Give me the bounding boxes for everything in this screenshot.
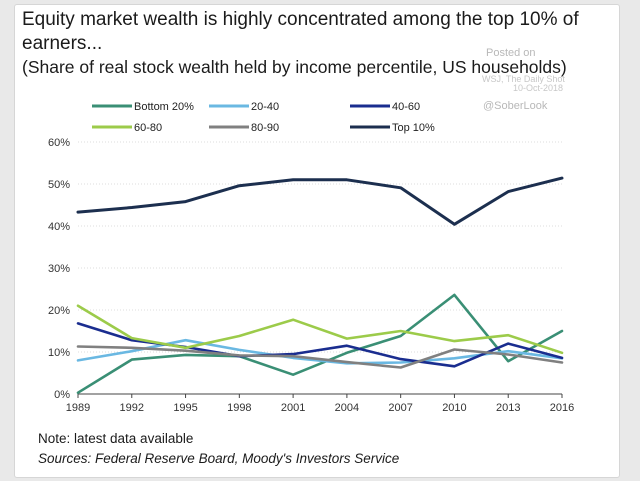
sources-note: Sources: Federal Reserve Board, Moody's … [38,451,400,466]
x-tick-label: 2013 [496,402,520,414]
footnote: Note: latest data available [38,431,194,446]
gridlines [78,141,562,353]
series-line [76,304,564,355]
series-line [76,176,564,226]
x-tick-label: 1989 [66,402,90,414]
x-tick-label: 2001 [281,402,305,414]
series-line [76,293,564,395]
x-tick-label: 1998 [227,402,251,414]
legend-label: Top 10% [392,122,435,134]
series-line [76,345,564,369]
y-tick-label: 30% [48,263,70,275]
x-tick-label: 1995 [173,402,197,414]
legend-label: Bottom 20% [134,101,194,113]
y-tick-label: 60% [48,137,70,149]
x-tick-label: 2007 [388,402,412,414]
legend-label: 80-90 [251,122,279,134]
x-tick-label: 2010 [442,402,466,414]
chart-title: Equity market wealth is highly concentra… [22,9,579,54]
y-tick-label: 20% [48,305,70,317]
watermark-posted: Posted on [486,47,536,59]
watermark-date: 10-Oct-2018 [513,83,564,93]
series-lines [76,176,564,395]
x-tick-label: 1992 [120,402,144,414]
y-tick-label: 10% [48,347,70,359]
watermark-handle: @SoberLook [483,100,548,112]
chart-subtitle: (Share of real stock wealth held by inco… [22,57,567,77]
watermark-source: WSJ, The Daily Shot [482,74,565,84]
chart-card [14,4,620,478]
legend-label: 20-40 [251,101,279,113]
legend-label: 60-80 [134,122,162,134]
x-tick-label: 2016 [550,402,574,414]
legend: Bottom 20% 20-40 40-60 60-80 80-90 Top 10% [92,101,435,134]
y-tick-label: 0% [54,389,70,401]
y-tick-label: 50% [48,179,70,191]
legend-label: 40-60 [392,101,420,113]
axes: 0% 10% 20% 30% 40% 50% 60% 1989 1992 1995 1998 2001… [48,137,574,414]
x-tick-label: 2004 [335,402,359,414]
y-tick-label: 40% [48,221,70,233]
